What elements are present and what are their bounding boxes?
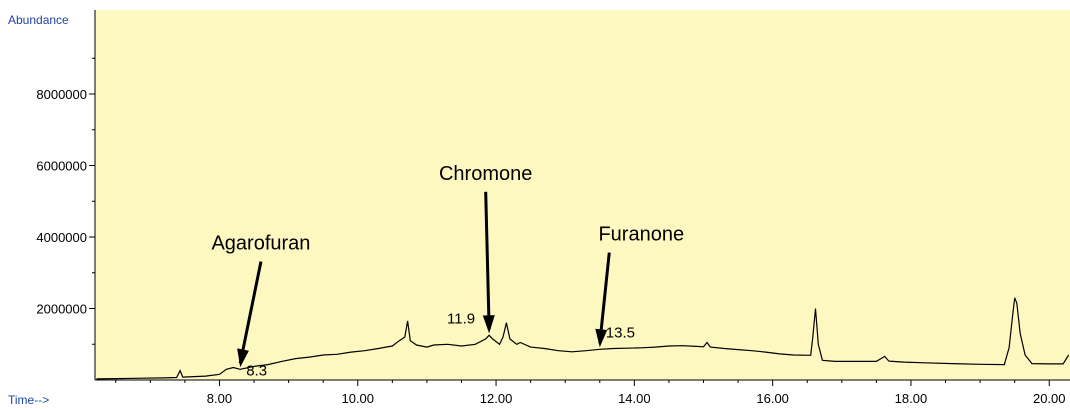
series-trace-line (96, 297, 1070, 380)
annotation-retention-time: 13.5 (606, 324, 635, 341)
y-tick-label: 2000000 (36, 302, 87, 317)
x-tick-label: 20.00 (1033, 391, 1066, 406)
annotation-arrow-head (482, 315, 495, 334)
annotation-name: Furanone (598, 224, 684, 246)
y-tick-label: 8000000 (36, 87, 87, 102)
annotation-retention-time: 8.3 (246, 362, 267, 379)
x-tick-label: 10.00 (341, 391, 374, 406)
y-axis-ticks: 2000000 4000000 6000000 8000000 (36, 57, 95, 345)
peak-annotations: Agarofuran 8.3 Chromone 11.9 Furanone 13.5 (211, 163, 684, 379)
annotation-arrow-shaft (238, 261, 263, 364)
annotation-retention-time: 11.9 (447, 310, 475, 327)
annotation-arrow-shaft (598, 252, 611, 344)
x-tick-label: 12.00 (480, 391, 513, 406)
annotation-name: Chromone (439, 163, 532, 185)
y-tick-label: 6000000 (36, 159, 87, 174)
x-tick-label: 8.00 (207, 391, 232, 406)
annotation-arrow-head (237, 348, 249, 368)
y-axis-title: Abundance (8, 13, 69, 27)
x-tick-label: 16.00 (756, 391, 789, 406)
annotation-furanone: Furanone 13.5 (595, 224, 684, 348)
x-tick-label: 18.00 (895, 391, 928, 406)
annotation-arrow-shaft (484, 191, 491, 330)
x-tick-label: 14.00 (618, 391, 651, 406)
annotation-agarofuran: Agarofuran 8.3 (211, 233, 310, 380)
x-axis-title: Time--> (8, 393, 49, 407)
annotation-arrow-head (595, 328, 608, 348)
y-tick-label: 4000000 (36, 230, 87, 245)
annotation-name: Agarofuran (211, 233, 310, 255)
annotation-chromone: Chromone 11.9 (439, 163, 532, 334)
x-axis-ticks: 8.00 10.00 12.00 14.00 16.00 18.00 20.00 (115, 380, 1066, 406)
plot-background (95, 10, 1070, 380)
